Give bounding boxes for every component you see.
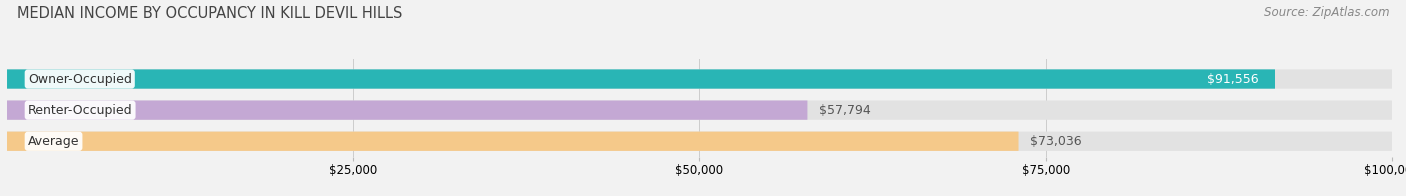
FancyBboxPatch shape xyxy=(7,101,1392,120)
FancyBboxPatch shape xyxy=(7,69,1392,89)
FancyBboxPatch shape xyxy=(7,69,1275,89)
Text: MEDIAN INCOME BY OCCUPANCY IN KILL DEVIL HILLS: MEDIAN INCOME BY OCCUPANCY IN KILL DEVIL… xyxy=(17,6,402,21)
FancyBboxPatch shape xyxy=(7,101,807,120)
Text: $57,794: $57,794 xyxy=(818,104,870,117)
Text: Source: ZipAtlas.com: Source: ZipAtlas.com xyxy=(1264,6,1389,19)
Text: $73,036: $73,036 xyxy=(1029,135,1081,148)
FancyBboxPatch shape xyxy=(7,132,1392,151)
Text: Owner-Occupied: Owner-Occupied xyxy=(28,73,132,85)
FancyBboxPatch shape xyxy=(7,132,1018,151)
Text: $91,556: $91,556 xyxy=(1206,73,1258,85)
Text: Average: Average xyxy=(28,135,79,148)
Text: Renter-Occupied: Renter-Occupied xyxy=(28,104,132,117)
